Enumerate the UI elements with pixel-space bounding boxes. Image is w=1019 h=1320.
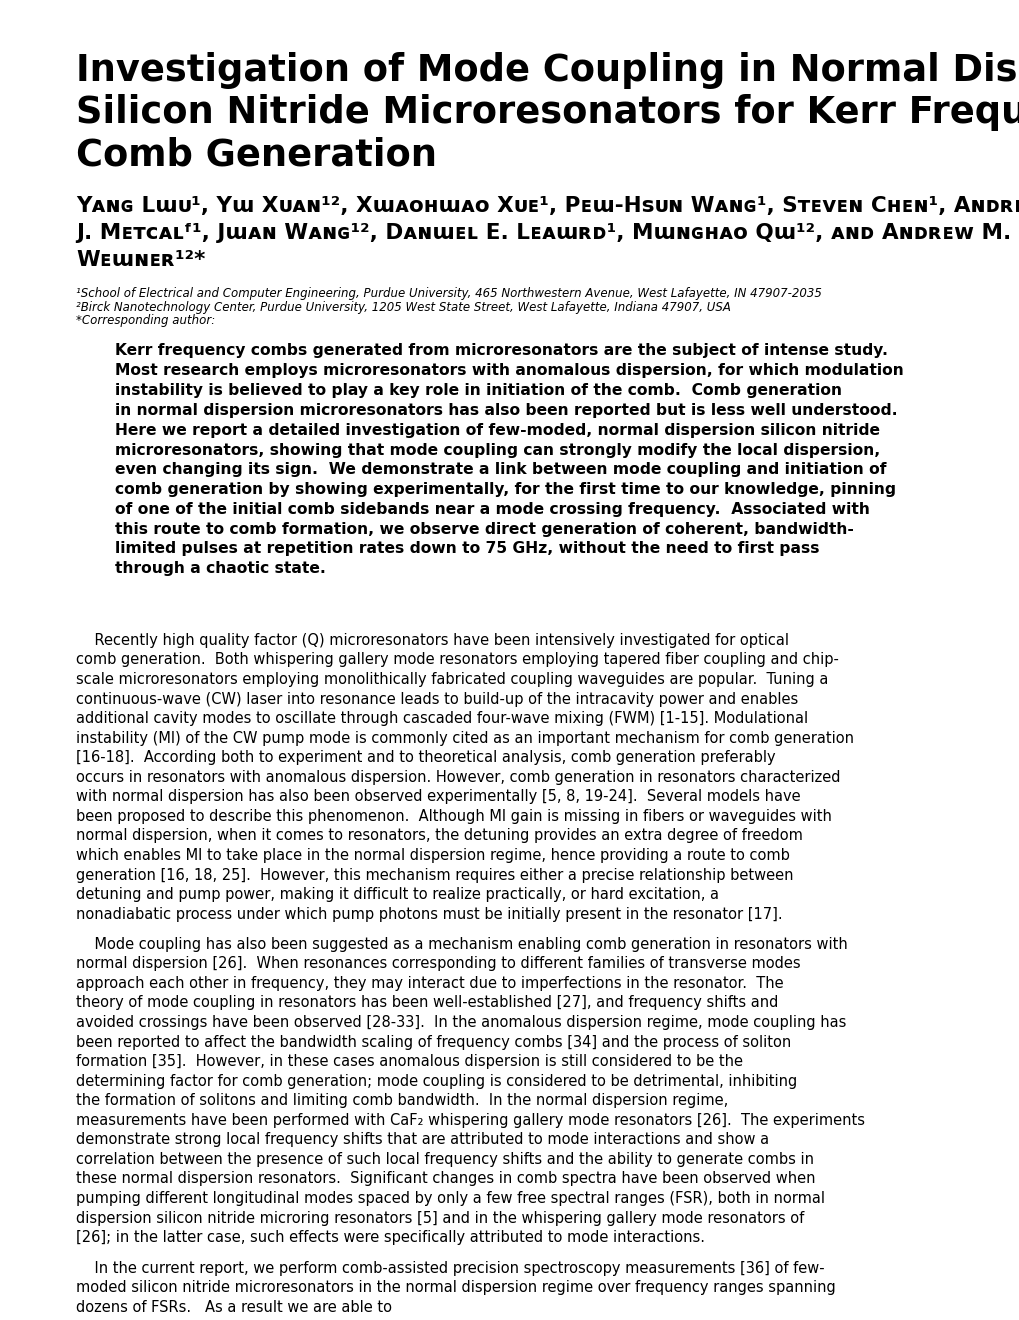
Text: *Corresponding author:: *Corresponding author: [76,314,219,327]
Text: Mode coupling has also been suggested as a mechanism enabling comb generation in: Mode coupling has also been suggested as… [76,937,865,1245]
Text: J. Mᴇᴛᴄᴀʟᶠ¹, Jɯᴀɴ Wᴀɴɢ¹², Dᴀɴɯᴇʟ E. Lᴇᴀɯʀᴅ¹, Mɯɴɢʜᴀᴏ Qɯ¹², ᴀɴᴅ Aɴᴅʀᴇᴡ M.: J. Mᴇᴛᴄᴀʟᶠ¹, Jɯᴀɴ Wᴀɴɢ¹², Dᴀɴɯᴇʟ E. Lᴇᴀɯ… [76,223,1011,243]
Text: Wᴇɯɴᴇʀ¹²*: Wᴇɯɴᴇʀ¹²* [76,249,206,271]
Text: Recently high quality factor (Q) microresonators have been intensively investiga: Recently high quality factor (Q) microre… [76,632,854,921]
Text: In the current report, we perform comb-assisted precision spectroscopy measureme: In the current report, we perform comb-a… [76,1261,836,1315]
Text: Kerr frequency combs generated from microresonators are the subject of intense s: Kerr frequency combs generated from micr… [115,343,903,577]
Text: ¹School of Electrical and Computer Engineering, Purdue University, 465 Northwest: ¹School of Electrical and Computer Engin… [76,286,821,300]
Text: Comb Generation: Comb Generation [76,136,437,173]
Text: ²Birck Nanotechnology Center, Purdue University, 1205 West State Street, West La: ²Birck Nanotechnology Center, Purdue Uni… [76,301,731,314]
Text: Investigation of Mode Coupling in Normal Dispersion: Investigation of Mode Coupling in Normal… [76,51,1019,88]
Text: Silicon Nitride Microresonators for Kerr Frequency: Silicon Nitride Microresonators for Kerr… [76,94,1019,131]
Text: Yᴀɴɢ Lɯᴜ¹, Yɯ Xᴜᴀɴ¹², Xɯᴀᴏʜɯᴀᴏ Xᴜᴇ¹, Pᴇɯ-Hѕᴜɴ Wᴀɴɢ¹, Sᴛᴇᴠᴇɴ Cʜᴇɴ¹, Aɴᴅʀᴇᴡ: Yᴀɴɢ Lɯᴜ¹, Yɯ Xᴜᴀɴ¹², Xɯᴀᴏʜɯᴀᴏ Xᴜᴇ¹, Pᴇɯ… [76,195,1019,216]
